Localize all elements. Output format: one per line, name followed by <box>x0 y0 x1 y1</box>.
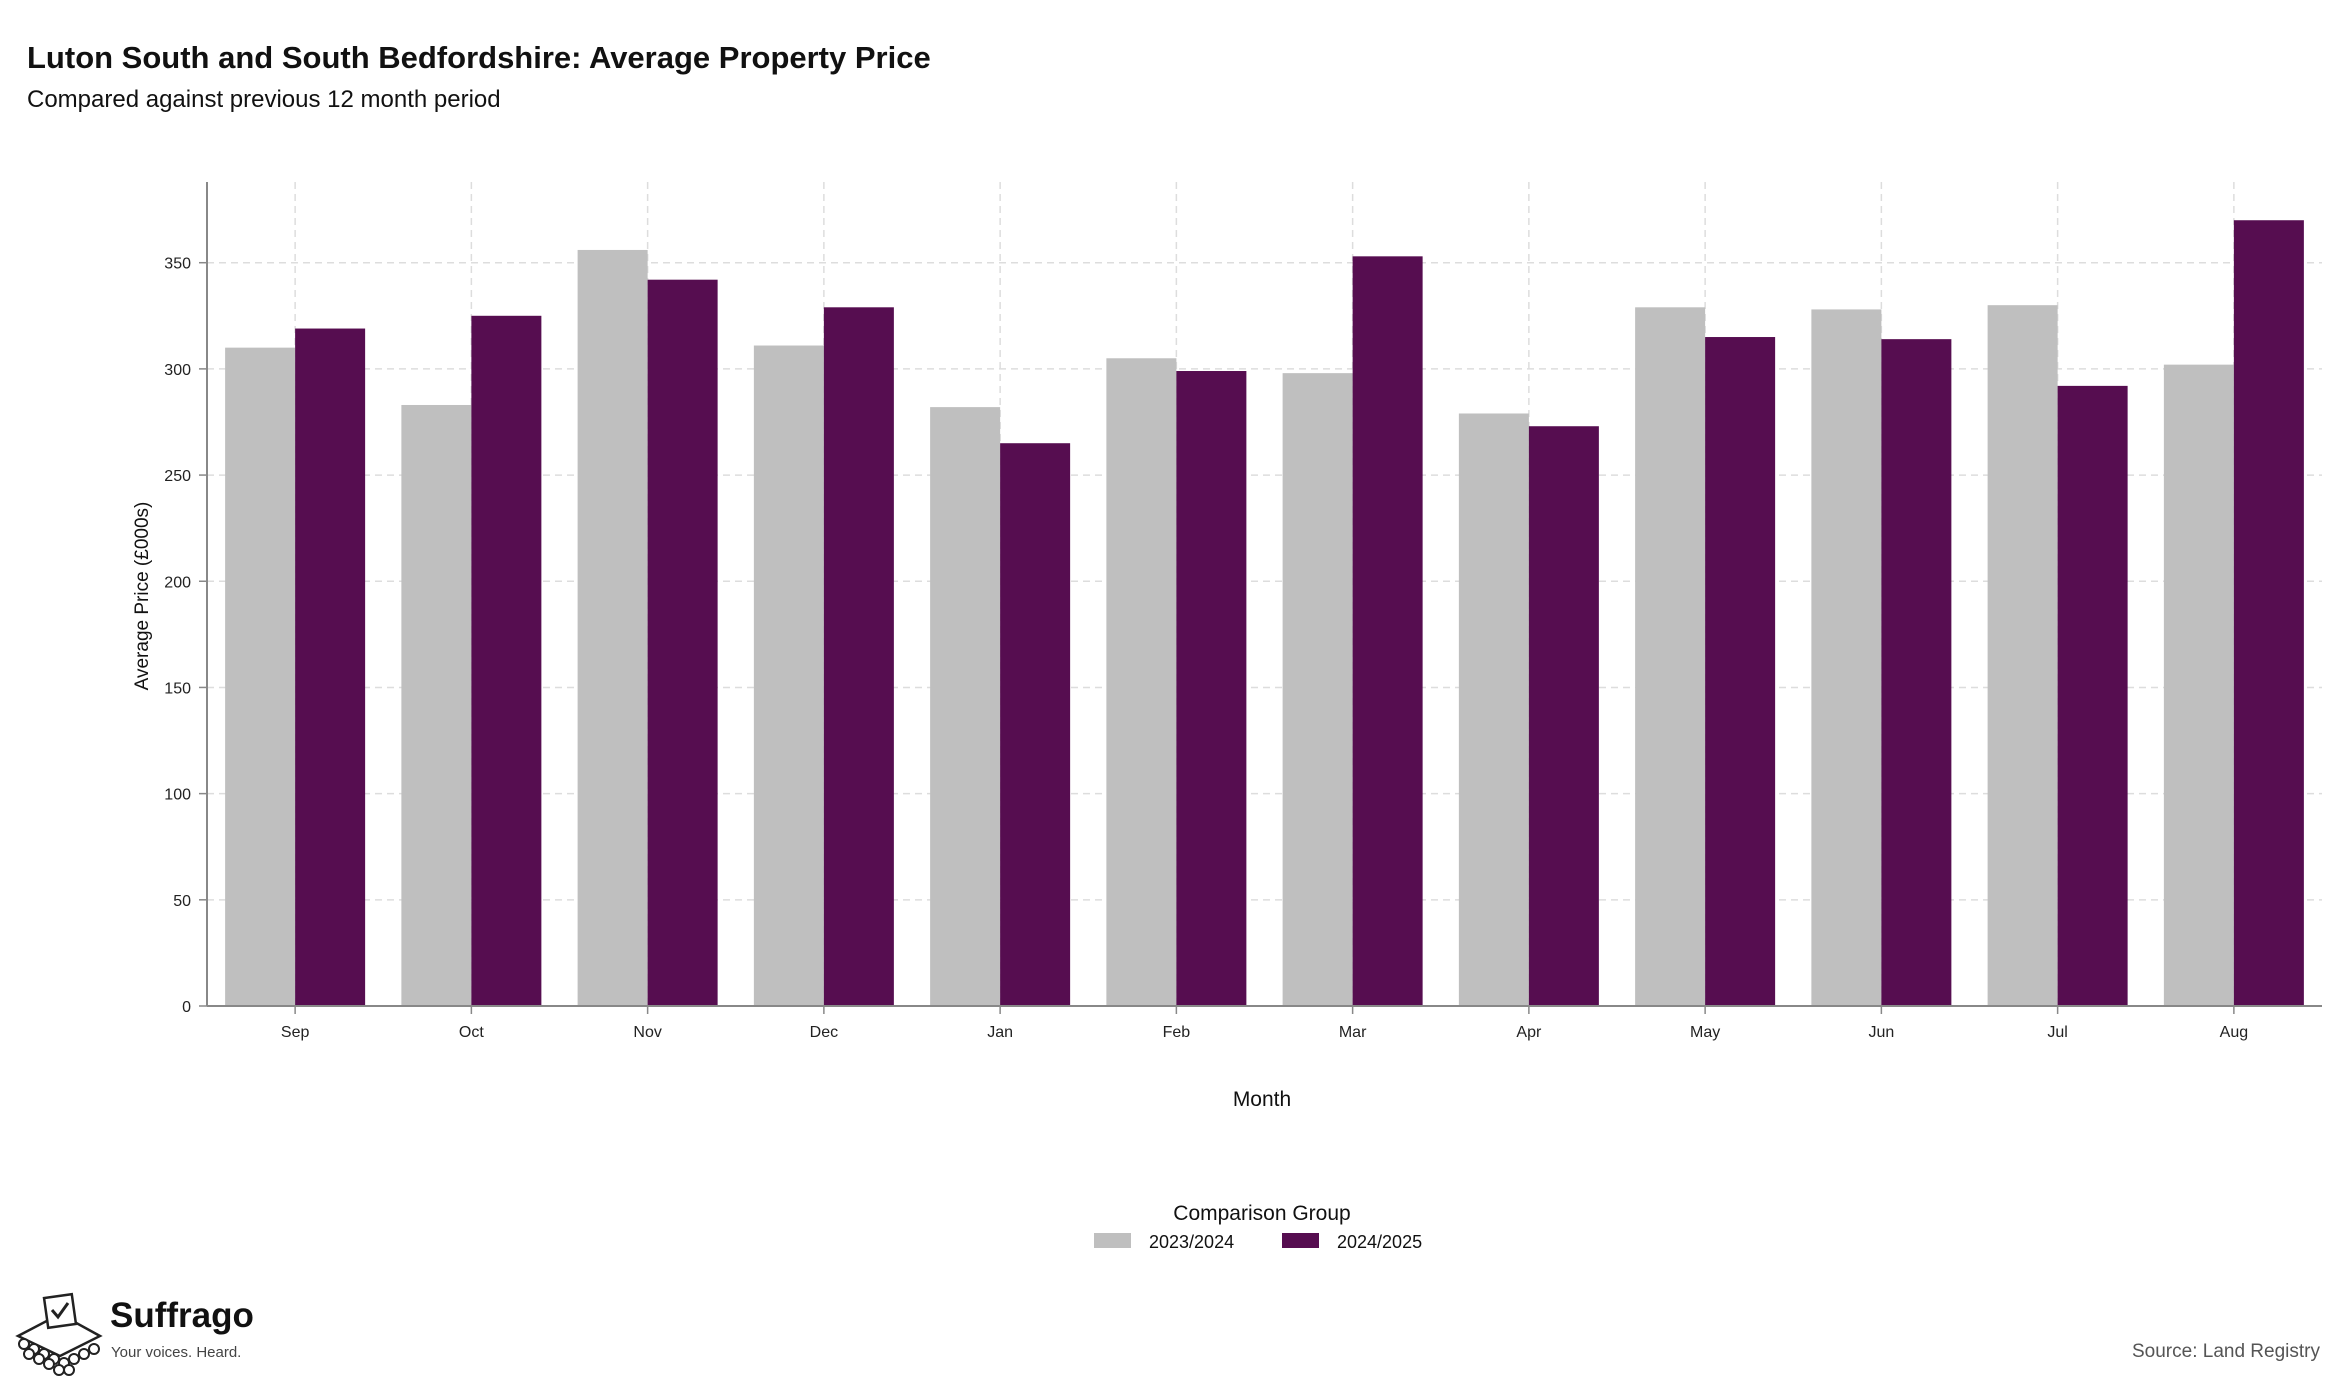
chart-title: Luton South and South Bedfordshire: Aver… <box>27 40 931 75</box>
x-tick-label: Apr <box>1516 1024 1542 1041</box>
y-tick-label: 150 <box>164 680 191 697</box>
y-tick-label: 50 <box>173 893 191 910</box>
bar-2024-2025-aug <box>2233 220 2304 1006</box>
x-tick-labels: Sep Oct Nov Dec Jan Feb Mar Apr May Jun Jul Aug <box>281 1024 2248 1041</box>
bar-2024-2025-may <box>1705 337 1776 1007</box>
x-tick-label: May <box>1690 1024 1720 1041</box>
bar-2023-2024-may <box>1635 307 1706 1007</box>
legend-label: 2024/2025 <box>1337 1232 1422 1252</box>
y-tick-label: 350 <box>164 256 191 273</box>
bar-2024-2025-jul <box>2057 385 2128 1006</box>
bar-2023-2024-sep <box>225 347 296 1006</box>
bar-2024-2025-nov <box>647 279 718 1006</box>
bar-2024-2025-mar <box>1352 256 1423 1006</box>
bar-2023-2024-mar <box>1282 373 1353 1006</box>
y-axis-label: Average Price (£000s) <box>132 502 153 691</box>
x-tick-label: Jan <box>987 1024 1013 1041</box>
x-tick-label: Jul <box>2047 1024 2067 1041</box>
legend-swatch <box>1094 1233 1131 1248</box>
legend-title: Comparison Group <box>1173 1202 1350 1225</box>
x-axis-label: Month <box>1233 1088 1291 1111</box>
bar-2024-2025-sep <box>295 328 366 1006</box>
x-tick-label: Dec <box>810 1024 838 1041</box>
bar-2023-2024-oct <box>401 404 472 1006</box>
legend: 2023/2024 2024/2025 <box>1094 1232 1422 1252</box>
chart-subtitle: Compared against previous 12 month perio… <box>27 86 501 113</box>
y-tick-labels: 0 50 100 150 200 250 300 350 <box>164 256 191 1016</box>
axes <box>199 182 2322 1014</box>
bar-2024-2025-jan <box>1000 443 1071 1006</box>
y-tick-label: 300 <box>164 362 191 379</box>
x-tick-label: Nov <box>633 1024 661 1041</box>
brand-name: Suffrago <box>110 1296 254 1335</box>
bar-2023-2024-dec <box>753 345 824 1007</box>
x-tick-label: Oct <box>459 1024 484 1041</box>
bar-2023-2024-apr <box>1458 413 1529 1007</box>
bar-2024-2025-feb <box>1176 371 1247 1006</box>
y-tick-label: 0 <box>182 999 191 1016</box>
bars <box>225 220 2304 1007</box>
bar-2023-2024-jun <box>1811 309 1882 1006</box>
source-note: Source: Land Registry <box>2132 1341 2320 1362</box>
x-tick-label: Feb <box>1163 1024 1191 1041</box>
bar-2024-2025-oct <box>471 315 542 1006</box>
y-tick-label: 250 <box>164 468 191 485</box>
x-tick-label: Jun <box>1868 1024 1894 1041</box>
legend-swatch <box>1282 1233 1319 1248</box>
bar-2024-2025-jun <box>1881 339 1952 1006</box>
bar-2023-2024-feb <box>1106 358 1177 1006</box>
bar-2024-2025-dec <box>823 307 894 1007</box>
y-tick-label: 100 <box>164 787 191 804</box>
legend-label: 2023/2024 <box>1149 1232 1234 1252</box>
brand-logo: Suffrago Your voices. Heard. <box>14 1292 274 1382</box>
brand-tagline: Your voices. Heard. <box>111 1344 242 1361</box>
x-tick-label: Sep <box>281 1024 310 1041</box>
bar-2023-2024-nov <box>577 249 648 1007</box>
x-tick-label: Aug <box>2220 1024 2248 1041</box>
y-tick-label: 200 <box>164 574 191 591</box>
bar-2024-2025-apr <box>1528 426 1599 1006</box>
ballot-box-icon <box>15 1292 103 1376</box>
bar-2023-2024-jan <box>930 407 1001 1006</box>
bar-2023-2024-jul <box>1987 305 2058 1006</box>
bar-chart: 0 50 100 150 200 250 300 350 Sep Oct Nov Dec Jan Feb… <box>132 182 2322 1252</box>
x-tick-label: Mar <box>1339 1024 1367 1041</box>
bar-2023-2024-aug <box>2163 364 2234 1006</box>
